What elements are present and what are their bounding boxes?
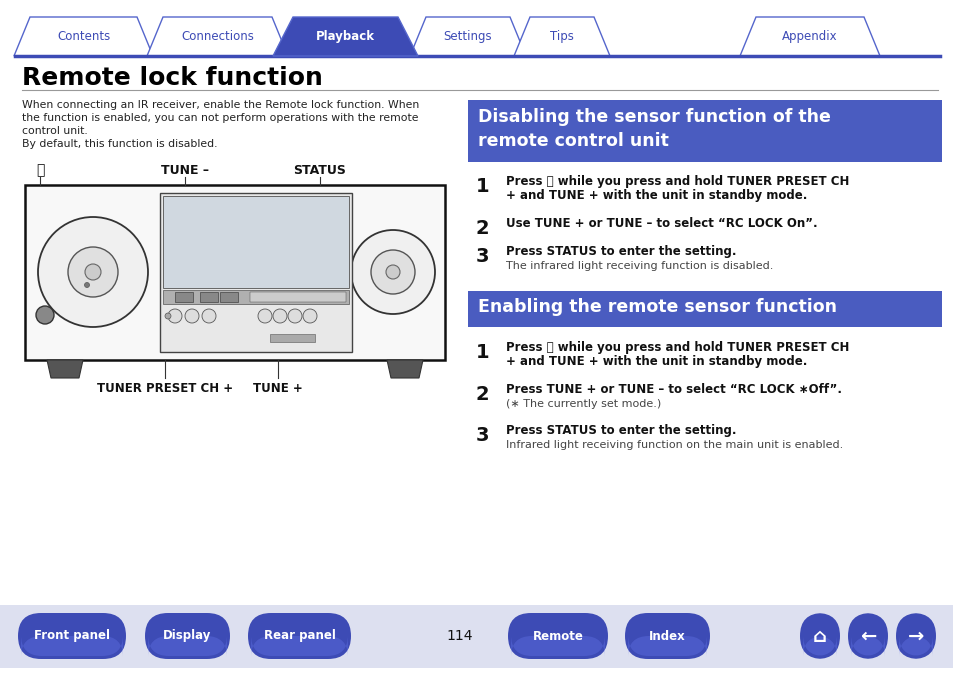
Polygon shape — [200, 292, 218, 302]
Text: ⌂: ⌂ — [812, 627, 826, 645]
Polygon shape — [0, 605, 953, 668]
Text: + and TUNE + with the unit in standby mode.: + and TUNE + with the unit in standby mo… — [505, 355, 806, 368]
FancyBboxPatch shape — [850, 635, 884, 657]
Text: + and TUNE + with the unit in standby mode.: + and TUNE + with the unit in standby mo… — [505, 189, 806, 202]
Circle shape — [288, 309, 302, 323]
Text: Front panel: Front panel — [34, 629, 110, 643]
Text: Infrared light receiving function on the main unit is enabled.: Infrared light receiving function on the… — [505, 440, 842, 450]
Circle shape — [85, 283, 90, 287]
Text: Settings: Settings — [443, 30, 492, 43]
Text: Playback: Playback — [315, 30, 375, 43]
Text: Remote lock function: Remote lock function — [22, 66, 322, 90]
Polygon shape — [163, 196, 349, 288]
Text: When connecting an IR receiver, enable the Remote lock function. When: When connecting an IR receiver, enable t… — [22, 100, 418, 110]
FancyBboxPatch shape — [248, 613, 351, 659]
Circle shape — [36, 306, 54, 324]
Text: Tips: Tips — [550, 30, 574, 43]
Text: Use TUNE + or TUNE – to select “RC LOCK On”.: Use TUNE + or TUNE – to select “RC LOCK … — [505, 217, 817, 230]
Text: 114: 114 — [446, 629, 473, 643]
FancyBboxPatch shape — [898, 635, 932, 657]
Circle shape — [68, 247, 118, 297]
Text: Press TUNE + or TUNE – to select “RC LOCK ∗Off”.: Press TUNE + or TUNE – to select “RC LOC… — [505, 383, 841, 396]
FancyBboxPatch shape — [145, 613, 230, 659]
FancyBboxPatch shape — [802, 635, 836, 657]
FancyBboxPatch shape — [847, 613, 887, 659]
Circle shape — [38, 217, 148, 327]
Polygon shape — [25, 185, 444, 360]
Polygon shape — [514, 17, 609, 56]
Text: TUNER PRESET CH +: TUNER PRESET CH + — [97, 382, 233, 395]
Circle shape — [273, 309, 287, 323]
Text: 1: 1 — [476, 177, 489, 196]
Text: remote control unit: remote control unit — [477, 132, 668, 150]
Circle shape — [85, 264, 101, 280]
FancyBboxPatch shape — [507, 613, 607, 659]
Text: Disabling the sensor function of the: Disabling the sensor function of the — [477, 108, 830, 126]
Polygon shape — [220, 292, 237, 302]
Polygon shape — [468, 100, 941, 162]
Text: Press STATUS to enter the setting.: Press STATUS to enter the setting. — [505, 424, 736, 437]
FancyBboxPatch shape — [148, 635, 227, 657]
Polygon shape — [174, 292, 193, 302]
Text: ←: ← — [859, 627, 875, 645]
Polygon shape — [410, 17, 525, 56]
Polygon shape — [468, 291, 941, 327]
Polygon shape — [160, 193, 352, 352]
Circle shape — [303, 309, 316, 323]
Text: 2: 2 — [476, 385, 489, 404]
Text: →: → — [907, 627, 923, 645]
FancyBboxPatch shape — [800, 613, 840, 659]
Polygon shape — [387, 360, 422, 378]
Text: TUNE +: TUNE + — [253, 382, 302, 395]
Text: Connections: Connections — [181, 30, 253, 43]
Text: Rear panel: Rear panel — [263, 629, 335, 643]
FancyBboxPatch shape — [624, 613, 709, 659]
Polygon shape — [270, 334, 314, 342]
FancyBboxPatch shape — [21, 635, 123, 657]
Text: Appendix: Appendix — [781, 30, 837, 43]
FancyBboxPatch shape — [627, 635, 706, 657]
Polygon shape — [47, 360, 83, 378]
Text: control unit.: control unit. — [22, 126, 88, 136]
Polygon shape — [740, 17, 879, 56]
Text: Display: Display — [163, 629, 212, 643]
Text: (∗ The currently set mode.): (∗ The currently set mode.) — [505, 399, 660, 409]
Text: 2: 2 — [476, 219, 489, 238]
Polygon shape — [147, 17, 288, 56]
Text: ⏻: ⏻ — [36, 163, 44, 177]
Circle shape — [351, 230, 435, 314]
Circle shape — [386, 265, 399, 279]
Text: Index: Index — [648, 629, 685, 643]
Text: 3: 3 — [476, 426, 489, 445]
Text: TUNE –: TUNE – — [161, 164, 209, 177]
Text: Press ⏻ while you press and hold TUNER PRESET CH: Press ⏻ while you press and hold TUNER P… — [505, 175, 848, 188]
Text: Enabling the remote sensor function: Enabling the remote sensor function — [477, 298, 836, 316]
Text: 3: 3 — [476, 247, 489, 266]
Polygon shape — [163, 290, 349, 304]
Text: Press ⏻ while you press and hold TUNER PRESET CH: Press ⏻ while you press and hold TUNER P… — [505, 341, 848, 354]
Text: Remote: Remote — [532, 629, 583, 643]
Circle shape — [371, 250, 415, 294]
Polygon shape — [14, 17, 152, 56]
FancyBboxPatch shape — [895, 613, 935, 659]
Polygon shape — [273, 17, 417, 56]
Text: STATUS: STATUS — [294, 164, 346, 177]
Text: 1: 1 — [476, 343, 489, 362]
Text: By default, this function is disabled.: By default, this function is disabled. — [22, 139, 217, 149]
Text: the function is enabled, you can not perform operations with the remote: the function is enabled, you can not per… — [22, 113, 418, 123]
FancyBboxPatch shape — [18, 613, 126, 659]
Circle shape — [165, 313, 171, 319]
Text: The infrared light receiving function is disabled.: The infrared light receiving function is… — [505, 261, 773, 271]
Circle shape — [185, 309, 199, 323]
FancyBboxPatch shape — [511, 635, 604, 657]
Polygon shape — [250, 292, 346, 302]
Circle shape — [168, 309, 182, 323]
Circle shape — [257, 309, 272, 323]
Text: Contents: Contents — [57, 30, 110, 43]
Text: Press STATUS to enter the setting.: Press STATUS to enter the setting. — [505, 245, 736, 258]
Circle shape — [202, 309, 215, 323]
FancyBboxPatch shape — [251, 635, 348, 657]
